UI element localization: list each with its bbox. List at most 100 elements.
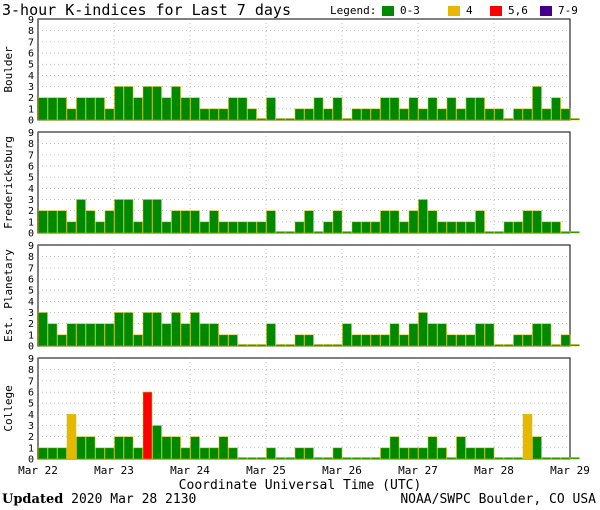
bar-fredericksburg [76, 199, 86, 234]
bar-est-planetary [161, 323, 172, 347]
bar-boulder [418, 108, 428, 121]
bar-college [465, 447, 476, 460]
bar-est-planetary [399, 334, 409, 347]
legend-swatch-0-3 [382, 6, 394, 16]
bar-college [332, 447, 343, 460]
bar-boulder [570, 118, 580, 121]
bar-boulder [323, 108, 333, 121]
y-tick-label: 1 [28, 217, 34, 228]
bar-college [513, 457, 523, 460]
bar-boulder [38, 97, 48, 121]
bar-college [361, 457, 371, 460]
bar-boulder [190, 97, 200, 121]
bar-est-planetary [218, 334, 229, 347]
bar-fredericksburg [475, 210, 485, 234]
bar-est-planetary [389, 323, 400, 347]
bar-boulder [218, 108, 229, 121]
y-tick-label: 4 [28, 410, 34, 421]
bar-fredericksburg [161, 221, 172, 234]
bar-college [494, 457, 504, 460]
bar-est-planetary [484, 323, 495, 347]
bar-college [95, 447, 105, 460]
bar-boulder [180, 97, 191, 121]
bar-college [427, 436, 438, 460]
updated-value: 2020 Mar 28 2130 [71, 492, 197, 507]
bar-boulder [152, 86, 162, 121]
bar-est-planetary [323, 344, 333, 347]
y-tick-label: 0 [28, 342, 34, 353]
bar-est-planetary [351, 334, 362, 347]
bar-college [266, 447, 276, 460]
bar-fredericksburg [446, 221, 457, 234]
bar-est-planetary [228, 334, 238, 347]
bar-fredericksburg [560, 231, 571, 234]
bar-fredericksburg [494, 231, 504, 234]
bar-fredericksburg [408, 210, 419, 234]
bar-college [484, 447, 495, 460]
bar-est-planetary [294, 334, 305, 347]
bar-fredericksburg [123, 199, 134, 234]
bar-fredericksburg [152, 199, 162, 234]
bar-est-planetary [57, 334, 67, 347]
bar-est-planetary [247, 344, 257, 347]
y-tick-label: 7 [28, 150, 34, 161]
bar-est-planetary [361, 334, 371, 347]
bar-college [418, 447, 428, 460]
bar-college [228, 447, 238, 460]
bar-boulder [541, 108, 552, 121]
bar-est-planetary [522, 334, 533, 347]
y-tick-label: 5 [28, 399, 34, 410]
bar-fredericksburg [332, 210, 343, 234]
bar-est-planetary [560, 334, 571, 347]
bar-boulder [551, 97, 561, 121]
bar-est-planetary [209, 323, 219, 347]
bar-boulder [285, 118, 295, 121]
bar-fredericksburg [180, 210, 191, 234]
bar-college [370, 457, 381, 460]
y-tick-label: 8 [28, 252, 34, 263]
y-tick-label: 6 [28, 162, 34, 173]
legend-item-0-3: 0-3 [400, 4, 420, 17]
bar-fredericksburg [38, 210, 48, 234]
bar-boulder [209, 108, 219, 121]
bar-fredericksburg [399, 221, 409, 234]
y-tick-label: 6 [28, 275, 34, 286]
bar-est-planetary [285, 344, 295, 347]
bar-est-planetary [304, 334, 314, 347]
bar-est-planetary [237, 344, 248, 347]
bar-college [541, 457, 552, 460]
y-tick-label: 0 [28, 229, 34, 240]
bar-fredericksburg [551, 221, 561, 234]
bar-college [180, 447, 191, 460]
panel-label-boulder: Boulder [2, 46, 15, 93]
bar-fredericksburg [237, 221, 248, 234]
bar-boulder [247, 108, 257, 121]
bar-est-planetary [142, 312, 153, 347]
bar-college [142, 391, 153, 460]
bar-fredericksburg [522, 210, 533, 234]
bar-boulder [465, 97, 476, 121]
bar-fredericksburg [323, 221, 333, 234]
bar-fredericksburg [304, 210, 314, 234]
bar-est-planetary [408, 323, 419, 347]
bar-college [114, 436, 124, 460]
bar-college [256, 457, 267, 460]
panel-label-est-planetary: Est. Planetary [2, 249, 15, 342]
bar-est-planetary [446, 334, 457, 347]
bar-boulder [408, 97, 419, 121]
bar-est-planetary [104, 323, 115, 347]
bar-est-planetary [494, 344, 504, 347]
bar-est-planetary [152, 312, 162, 347]
bar-boulder [475, 97, 485, 121]
bar-est-planetary [275, 344, 286, 347]
bar-college [275, 457, 286, 460]
legend-swatch-4 [448, 6, 460, 16]
bar-college [342, 457, 352, 460]
bar-boulder [380, 97, 390, 121]
bar-est-planetary [418, 312, 428, 347]
x-axis-label: Coordinate Universal Time (UTC) [178, 478, 422, 493]
bar-boulder [95, 97, 105, 121]
bar-fredericksburg [342, 231, 352, 234]
bar-est-planetary [456, 334, 466, 347]
bar-est-planetary [190, 312, 200, 347]
